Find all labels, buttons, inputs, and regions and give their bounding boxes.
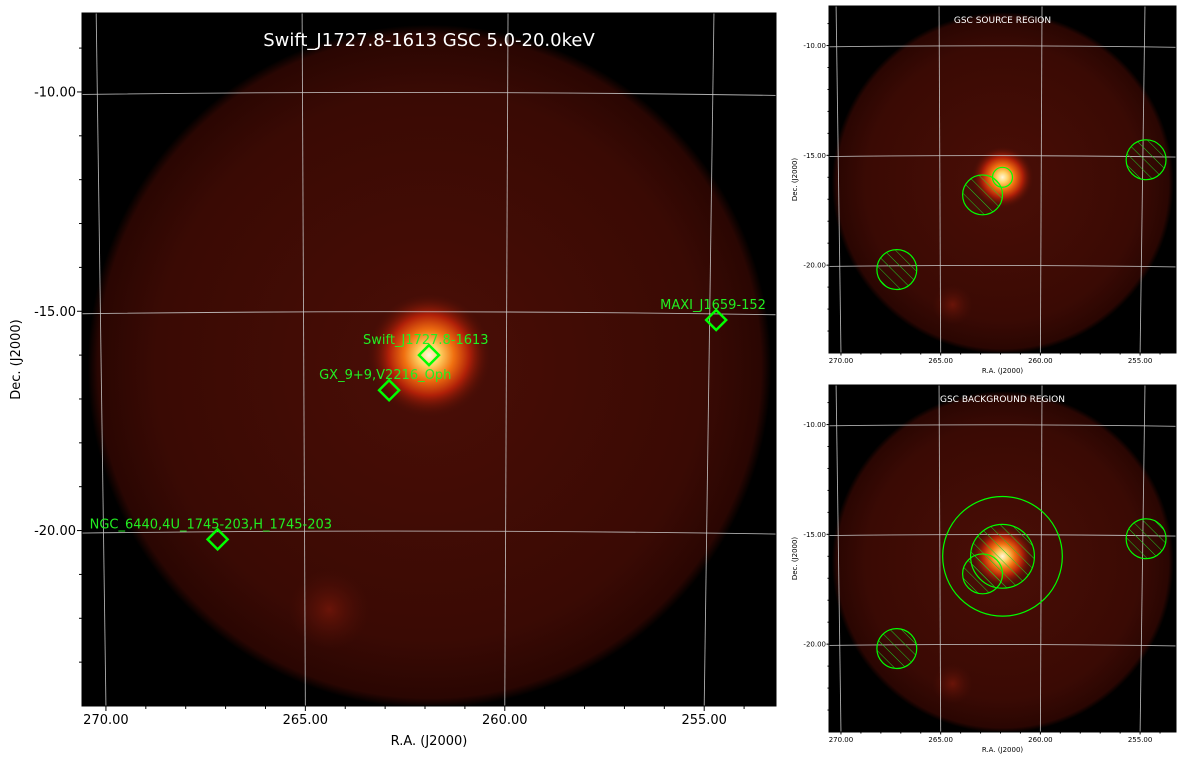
x-tick-label: 270.00 <box>829 357 854 365</box>
main-panel: Swift_J1727.8-1613 GX_9+9,V2216_Oph MAXI_J… <box>9 12 777 749</box>
source-glow <box>367 293 491 418</box>
plot-area <box>829 385 1176 732</box>
y-tick-label: -10.00 <box>34 85 76 100</box>
y-axis-label: Dec. (J2000) <box>791 158 799 202</box>
dec-grid-line <box>829 424 1176 427</box>
plot-frame <box>81 12 777 707</box>
x-tick-label: 265.00 <box>928 357 953 365</box>
ra-grid-line <box>938 385 942 732</box>
x-tick-label: 260.00 <box>482 713 528 728</box>
background-region-panel: GSC BACKGROUND REGION 270.00 265.00 260.00 2… <box>791 384 1177 754</box>
plot-area <box>829 6 1176 353</box>
y-tick-label: -20.00 <box>803 262 826 270</box>
ra-grid-line <box>1039 6 1043 353</box>
excluded-region-circle <box>876 249 918 291</box>
x-axis-label: R.A. (J2000) <box>982 367 1024 375</box>
source-label: Swift_J1727.8-1613 <box>363 333 489 348</box>
source-marker[interactable] <box>704 308 728 332</box>
ra-grid-line <box>938 6 942 353</box>
ra-grid-line <box>835 385 842 732</box>
y-tick-label: -20.00 <box>34 524 76 539</box>
source-marker[interactable] <box>417 343 441 367</box>
source-marker[interactable] <box>377 378 401 402</box>
y-tick-label: -10.00 <box>803 42 826 50</box>
x-axis-label: R.A. (J2000) <box>982 746 1024 754</box>
dec-grid-line <box>829 643 1176 647</box>
ra-grid-line <box>1039 385 1043 732</box>
x-tick-label: 260.00 <box>1028 736 1053 744</box>
y-tick-label: -15.00 <box>34 305 76 320</box>
plot-area <box>82 13 776 706</box>
dec-grid-line <box>82 311 776 316</box>
x-tick-label: 255.00 <box>681 713 727 728</box>
x-tick-label: 270.00 <box>83 713 129 728</box>
faint-glow <box>932 284 973 325</box>
excluded-region-circle <box>1125 518 1167 560</box>
excluded-region-circle <box>876 628 918 670</box>
source-region-panel: GSC SOURCE REGION 270.00 265.00 260.00 255.0… <box>791 5 1177 375</box>
x-tick-label: 265.00 <box>283 713 329 728</box>
ra-grid-line <box>301 13 306 706</box>
ra-grid-line <box>835 6 842 353</box>
x-tick-label: 265.00 <box>928 736 953 744</box>
source-label: GX_9+9,V2216_Oph <box>319 368 451 383</box>
excluded-region-circle <box>1125 139 1167 181</box>
y-tick-label: -10.00 <box>803 421 826 429</box>
x-tick-label: 270.00 <box>829 736 854 744</box>
y-axis-label: Dec. (J2000) <box>791 537 799 581</box>
y-tick-label: -20.00 <box>803 641 826 649</box>
y-tick-label: -15.00 <box>803 152 826 160</box>
source-marker[interactable] <box>205 527 230 552</box>
x-tick-label: 255.00 <box>1128 736 1153 744</box>
y-axis-label: Dec. (J2000) <box>9 319 24 399</box>
dec-grid-line <box>829 264 1176 268</box>
plot-frame <box>828 5 1177 354</box>
faint-glow <box>289 569 370 650</box>
y-tick-label: -15.00 <box>803 531 826 539</box>
plot-frame <box>828 384 1177 733</box>
chart-title: GSC BACKGROUND REGION <box>940 395 1065 405</box>
ra-grid-line <box>504 13 509 706</box>
x-tick-label: 260.00 <box>1028 357 1053 365</box>
dec-grid-line <box>829 45 1176 48</box>
dec-grid-line <box>82 91 776 96</box>
ra-grid-line <box>703 13 715 706</box>
faint-glow <box>932 663 973 704</box>
source-label: NGC_6440,4U_1745-203,H_1745-203 <box>90 517 332 532</box>
x-axis-label: R.A. (J2000) <box>391 734 468 749</box>
x-tick-label: 255.00 <box>1128 357 1153 365</box>
excluded-region-circle <box>962 553 1004 595</box>
ra-grid-line <box>95 13 107 706</box>
background-region-circle <box>942 495 1063 617</box>
chart-title: Swift_J1727.8-1613 GSC 5.0-20.0keV <box>263 30 595 51</box>
dec-grid-line <box>82 530 776 535</box>
chart-title: GSC SOURCE REGION <box>954 16 1051 26</box>
excluded-region-circle <box>962 174 1004 216</box>
source-label: MAXI_J1659-152 <box>660 298 766 313</box>
